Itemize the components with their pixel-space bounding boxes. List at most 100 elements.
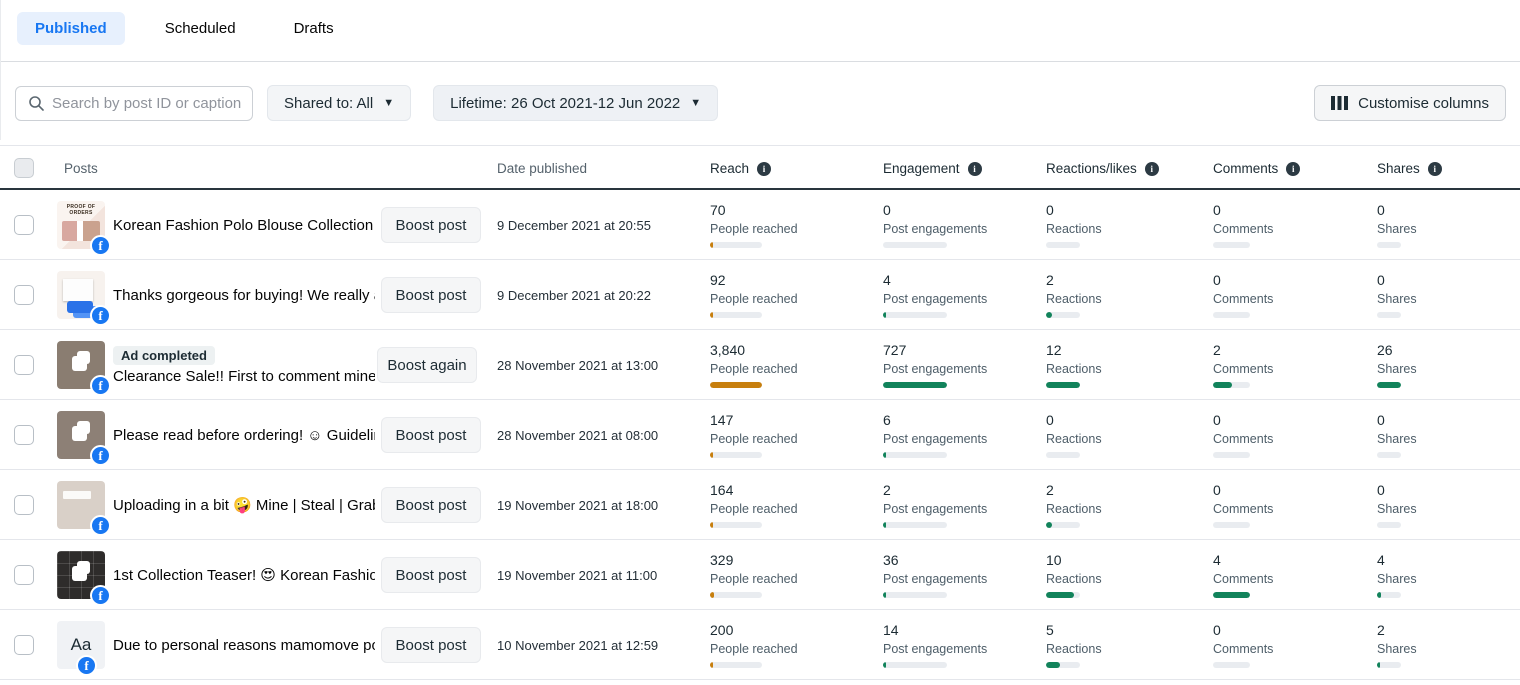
progress-bar bbox=[1046, 382, 1080, 388]
boost-post-button[interactable]: Boost post bbox=[381, 487, 481, 523]
tabs-divider bbox=[1, 61, 1520, 62]
progress-bar bbox=[1377, 382, 1401, 388]
post-thumbnail[interactable]: PROOF OF ORDERS f bbox=[57, 201, 111, 256]
customise-columns-label: Customise columns bbox=[1358, 94, 1489, 112]
metric-value: 3,840 bbox=[710, 342, 746, 358]
shared-to-dropdown[interactable]: Shared to: All ▼ bbox=[267, 85, 412, 121]
metric-label: Shares bbox=[1377, 362, 1417, 376]
select-all-checkbox[interactable] bbox=[14, 158, 34, 178]
post-caption[interactable]: Thanks gorgeous for buying! We really a.… bbox=[113, 286, 375, 304]
tab-published[interactable]: Published bbox=[17, 12, 125, 45]
progress-bar bbox=[1046, 662, 1080, 668]
info-icon[interactable] bbox=[1286, 161, 1301, 176]
metric-label: People reached bbox=[710, 292, 798, 306]
column-reactions-label: Reactions/likes bbox=[1046, 161, 1137, 176]
progress-bar bbox=[883, 662, 947, 668]
boost-post-button[interactable]: Boost post bbox=[381, 207, 481, 243]
progress-bar bbox=[883, 382, 947, 388]
post-thumbnail[interactable]: f bbox=[57, 411, 111, 466]
progress-bar bbox=[1213, 312, 1250, 318]
column-posts: Posts bbox=[64, 161, 98, 176]
facebook-icon: f bbox=[90, 445, 111, 466]
metric-value: 0 bbox=[1213, 482, 1221, 498]
thumbnail-image bbox=[57, 271, 105, 319]
metric-reach: 147 People reached bbox=[710, 412, 798, 458]
post-caption[interactable]: Due to personal reasons mamomove po ... bbox=[113, 636, 375, 654]
column-reach-label: Reach bbox=[710, 161, 750, 176]
info-icon[interactable] bbox=[757, 161, 772, 176]
metric-label: Comments bbox=[1213, 432, 1274, 446]
progress-bar bbox=[883, 452, 947, 458]
metric-reactions: 12 Reactions bbox=[1046, 342, 1102, 388]
row-checkbox[interactable] bbox=[14, 355, 34, 375]
post-caption[interactable]: Korean Fashion Polo Blouse Collection ..… bbox=[113, 216, 375, 234]
table-row: Aa f Due to personal reasons mamomove po… bbox=[0, 610, 1520, 680]
tab-bar: Published Scheduled Drafts bbox=[17, 12, 352, 45]
top-section: Published Scheduled Drafts Shared to: Al… bbox=[0, 0, 1520, 140]
tab-scheduled[interactable]: Scheduled bbox=[164, 20, 236, 37]
post-thumbnail[interactable]: f bbox=[57, 551, 111, 606]
text-post-icon: Aa bbox=[70, 635, 92, 654]
facebook-icon: f bbox=[90, 235, 111, 256]
info-icon[interactable] bbox=[967, 161, 982, 176]
post-thumbnail[interactable]: Aa f bbox=[57, 621, 105, 676]
row-checkbox[interactable] bbox=[14, 565, 34, 585]
chevron-down-icon: ▼ bbox=[690, 96, 702, 109]
multi-photo-icon bbox=[72, 351, 90, 371]
customise-columns-button[interactable]: Customise columns bbox=[1314, 85, 1506, 121]
row-checkbox[interactable] bbox=[14, 495, 34, 515]
metric-label: Shares bbox=[1377, 642, 1417, 656]
post-caption[interactable]: Clearance Sale!! First to comment mine .… bbox=[113, 367, 375, 385]
info-icon[interactable] bbox=[1427, 161, 1442, 176]
search-input[interactable] bbox=[52, 94, 251, 112]
metric-shares: 0 Shares bbox=[1377, 412, 1417, 458]
post-thumbnail[interactable]: f bbox=[57, 481, 111, 536]
progress-bar bbox=[710, 662, 762, 668]
metric-value: 4 bbox=[1213, 552, 1221, 568]
date-published: 9 December 2021 at 20:22 bbox=[497, 288, 651, 303]
row-checkbox[interactable] bbox=[14, 285, 34, 305]
post-caption[interactable]: 1st Collection Teaser! 😍 Korean Fashion.… bbox=[113, 567, 375, 584]
metric-value: 0 bbox=[1377, 202, 1385, 218]
metric-value: 12 bbox=[1046, 342, 1062, 358]
metric-value: 2 bbox=[1213, 342, 1221, 358]
row-checkbox[interactable] bbox=[14, 425, 34, 445]
post-thumbnail[interactable]: f bbox=[57, 271, 111, 326]
boost-post-button[interactable]: Boost post bbox=[381, 557, 481, 593]
metric-value: 10 bbox=[1046, 552, 1062, 568]
post-caption[interactable]: Uploading in a bit 🤪 Mine | Steal | Grab… bbox=[113, 497, 375, 514]
metric-value: 6 bbox=[883, 412, 891, 428]
metric-value: 147 bbox=[710, 412, 734, 428]
metric-value: 2 bbox=[1377, 622, 1385, 638]
column-comments-label: Comments bbox=[1213, 161, 1279, 176]
boost-post-button[interactable]: Boost post bbox=[381, 417, 481, 453]
metric-label: Shares bbox=[1377, 222, 1417, 236]
boost-post-button[interactable]: Boost post bbox=[381, 277, 481, 313]
tab-drafts[interactable]: Drafts bbox=[293, 20, 334, 37]
search-box[interactable] bbox=[15, 85, 253, 121]
metric-value: 0 bbox=[1377, 272, 1385, 288]
info-icon[interactable] bbox=[1144, 161, 1159, 176]
post-caption[interactable]: Please read before ordering! ☺ Guidelin.… bbox=[113, 426, 375, 444]
table-header: Posts Date published Reach Engagement Re… bbox=[0, 145, 1520, 190]
metric-reactions: 0 Reactions bbox=[1046, 412, 1102, 458]
row-checkbox[interactable] bbox=[14, 635, 34, 655]
progress-bar bbox=[1377, 522, 1401, 528]
metric-value: 14 bbox=[883, 622, 899, 638]
metric-label: Post engagements bbox=[883, 222, 988, 236]
metric-label: Shares bbox=[1377, 572, 1417, 586]
progress-bar bbox=[710, 312, 762, 318]
metric-reach: 329 People reached bbox=[710, 552, 798, 598]
metric-value: 2 bbox=[883, 482, 891, 498]
metric-label: Post engagements bbox=[883, 432, 988, 446]
boost-post-button[interactable]: Boost post bbox=[381, 627, 481, 663]
post-thumbnail[interactable]: f bbox=[57, 341, 111, 396]
metric-shares: 0 Shares bbox=[1377, 202, 1417, 248]
metric-engagement: 14 Post engagements bbox=[883, 622, 987, 668]
row-checkbox[interactable] bbox=[14, 215, 34, 235]
date-range-dropdown[interactable]: Lifetime: 26 Oct 2021-12 Jun 2022 ▼ bbox=[433, 85, 719, 121]
progress-bar bbox=[1046, 452, 1080, 458]
boost-again-button[interactable]: Boost again bbox=[377, 347, 477, 383]
shared-to-label: Shared to: All bbox=[284, 94, 374, 112]
chevron-down-icon: ▼ bbox=[383, 96, 395, 109]
